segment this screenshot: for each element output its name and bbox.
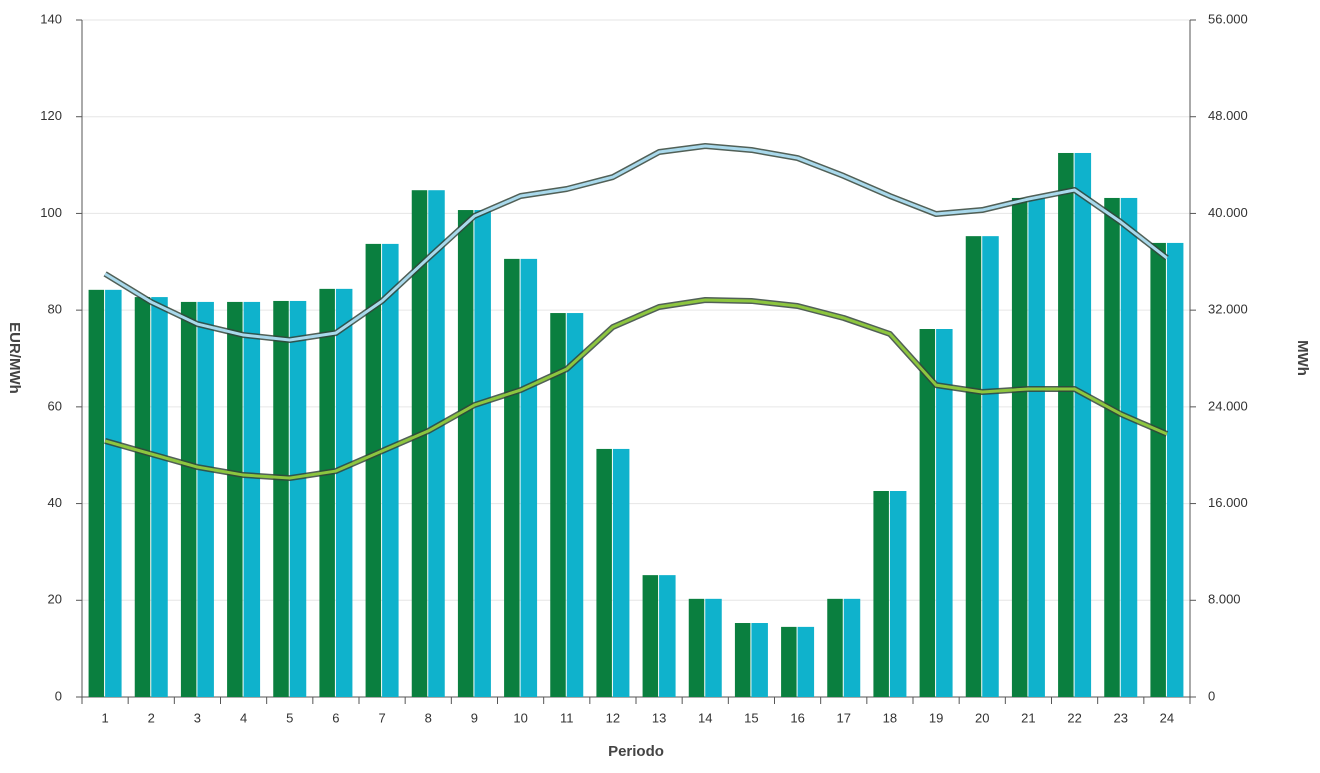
- bar: [936, 329, 953, 697]
- bar: [1074, 152, 1092, 697]
- x-tick-label: 14: [698, 710, 712, 725]
- bar: [105, 289, 122, 697]
- x-tick-label: 24: [1160, 710, 1174, 725]
- y-tick-label: 80: [48, 302, 62, 317]
- bar: [428, 190, 445, 697]
- y2-tick-label: 8.000: [1208, 592, 1241, 607]
- x-tick-label: 20: [975, 710, 989, 725]
- bar: [843, 598, 861, 697]
- x-tick-label: 8: [425, 710, 432, 725]
- x-axis-title: Periodo: [608, 743, 664, 760]
- bar: [596, 448, 612, 697]
- y-tick-label: 100: [40, 205, 62, 220]
- bar: [1058, 152, 1074, 697]
- x-tick-label: 6: [332, 710, 339, 725]
- bar: [335, 288, 353, 697]
- line: [104, 298, 1168, 480]
- x-tick-label: 10: [513, 710, 527, 725]
- bar: [566, 313, 584, 697]
- x-tick-label: 21: [1021, 710, 1035, 725]
- bar: [1104, 197, 1120, 697]
- y-tick-label: 140: [40, 11, 62, 26]
- bar: [457, 210, 474, 697]
- bar: [612, 448, 630, 697]
- bar: [1166, 242, 1184, 697]
- x-tick-label: 11: [560, 710, 574, 725]
- x-tick-label: 4: [240, 710, 247, 725]
- bar: [365, 243, 382, 698]
- y2-tick-label: 24.000: [1208, 398, 1248, 413]
- bar: [1011, 197, 1028, 697]
- x-tick-label: 19: [929, 710, 943, 725]
- bar: [504, 258, 520, 697]
- bar: [797, 626, 815, 697]
- bar: [520, 258, 538, 697]
- y2-tick-label: 0: [1208, 688, 1215, 703]
- bar: [873, 490, 889, 697]
- line: [104, 144, 1168, 342]
- x-tick-label: 16: [790, 710, 804, 725]
- x-tick-label: 23: [1114, 710, 1128, 725]
- bar: [919, 329, 936, 697]
- x-tick-label: 22: [1067, 710, 1081, 725]
- bar: [382, 243, 399, 698]
- y2-tick-label: 32.000: [1208, 302, 1248, 317]
- x-tick-label: 15: [744, 710, 758, 725]
- y-tick-label: 60: [48, 398, 62, 413]
- bar: [289, 300, 307, 697]
- bar: [243, 301, 261, 697]
- y2-tick-label: 56.000: [1208, 11, 1248, 26]
- bar: [1150, 242, 1166, 697]
- bar: [319, 288, 335, 697]
- y2-tick-label: 16.000: [1208, 495, 1248, 510]
- bar: [659, 575, 676, 697]
- y2-tick-label: 40.000: [1208, 205, 1248, 220]
- bar: [88, 289, 105, 697]
- bar: [474, 210, 491, 697]
- bar: [197, 301, 214, 697]
- y2-axis-title: MWh: [1294, 340, 1311, 376]
- x-tick-label: 2: [148, 710, 155, 725]
- x-tick-label: 13: [652, 710, 666, 725]
- x-tick-label: 17: [837, 710, 851, 725]
- bar: [273, 300, 289, 697]
- bar: [688, 598, 705, 697]
- bar: [751, 623, 768, 697]
- bar: [642, 575, 659, 697]
- bar: [1028, 197, 1045, 697]
- bar: [151, 297, 168, 697]
- bar: [705, 598, 722, 697]
- bar: [889, 490, 907, 697]
- bar: [1120, 197, 1138, 697]
- bar: [180, 301, 197, 697]
- x-tick-label: 5: [286, 710, 293, 725]
- bar: [965, 236, 982, 697]
- bar: [411, 190, 428, 697]
- bar: [982, 236, 999, 697]
- bar: [734, 623, 751, 697]
- y-tick-label: 120: [40, 108, 62, 123]
- bar: [227, 301, 243, 697]
- x-tick-label: 18: [883, 710, 897, 725]
- x-tick-label: 12: [606, 710, 620, 725]
- line-halo: [103, 142, 1169, 344]
- y2-tick-label: 48.000: [1208, 108, 1248, 123]
- bar: [781, 626, 797, 697]
- bar: [134, 297, 151, 697]
- x-tick-label: 9: [471, 710, 478, 725]
- x-tick-label: 1: [101, 710, 108, 725]
- y-axis-title: EUR/MWh: [6, 322, 23, 394]
- y-tick-label: 0: [55, 688, 62, 703]
- x-tick-label: 7: [378, 710, 385, 725]
- bar: [827, 598, 843, 697]
- y-tick-label: 20: [48, 592, 62, 607]
- x-tick-label: 3: [194, 710, 201, 725]
- bar: [550, 313, 566, 697]
- y-tick-label: 40: [48, 495, 62, 510]
